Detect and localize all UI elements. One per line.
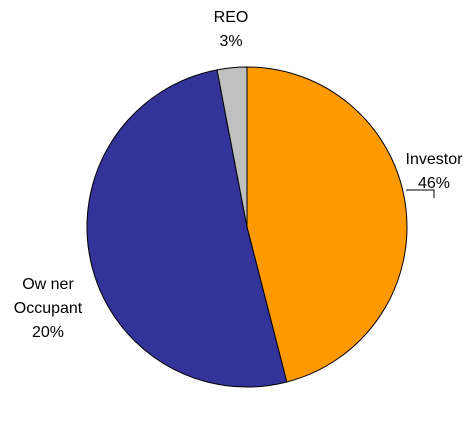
slice-percent-reo: 3% — [219, 33, 242, 50]
slice-labels: Investor 46% Ow ner Occupant 20% REO 3% — [14, 9, 463, 341]
slice-label-owner-occupant-line-2: Occupant — [14, 300, 83, 317]
leader-lines — [406, 189, 435, 198]
pie-slice-investor — [246, 66, 408, 383]
slice-label-owner-occupant-line-1: Ow ner — [22, 276, 74, 293]
leader-line-investor — [406, 189, 435, 198]
pie-slice-reo — [216, 66, 248, 228]
slice-percent-investor: 46% — [418, 175, 450, 192]
slice-label-investor: Investor — [406, 151, 464, 168]
pie-slices — [86, 66, 408, 388]
pie-slice-owner-occupant — [86, 69, 288, 388]
slice-percent-owner-occupant: 20% — [32, 324, 64, 341]
slice-label-reo: REO — [214, 9, 249, 26]
